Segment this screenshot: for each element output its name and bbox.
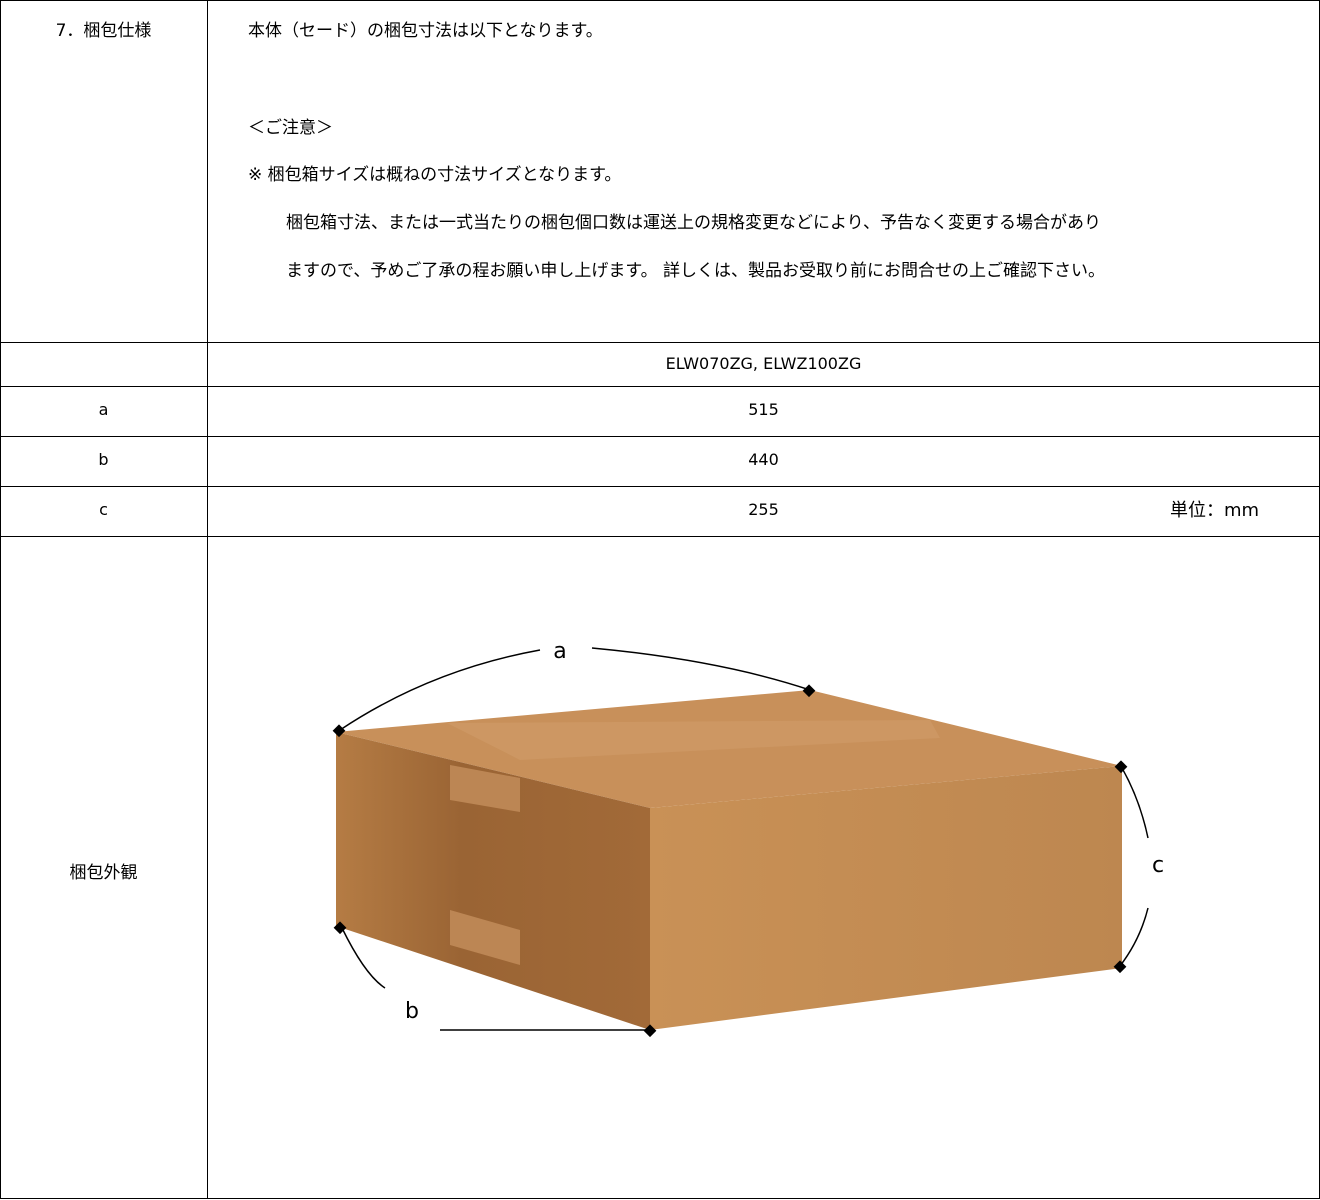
rule (0, 342, 1320, 343)
dim-key: b (98, 450, 109, 469)
dim-value: 440 (748, 450, 779, 469)
rule (0, 386, 1320, 387)
model-header: ELW070ZG, ELWZ100ZG (665, 354, 862, 373)
dim-label: c (1152, 853, 1164, 878)
dim-label: a (553, 639, 566, 664)
dim-key: a (98, 400, 109, 419)
dim-value: 515 (748, 400, 779, 419)
text-line: ますので、予めご了承の程お願い申し上げます。 詳しくは、製品お受取り前にお問合せ… (286, 261, 1106, 281)
dim-key: c (99, 500, 108, 519)
text-line: ※ 梱包箱サイズは概ねの寸法サイズとなります。 (248, 165, 622, 185)
text-line: 本体（セード）の梱包寸法は以下となります。 (248, 21, 603, 41)
unit: 単位：mm (1170, 500, 1260, 521)
dim-label: b (405, 999, 419, 1024)
rule (207, 0, 208, 1199)
appearance-label: 梱包外観 (69, 863, 138, 883)
section-label: 7．梱包仕様 (55, 21, 152, 41)
rule (0, 0, 1, 1199)
text-line: ＜ご注意＞ (248, 118, 333, 138)
dim-value: 255 (748, 500, 779, 519)
rule (0, 1198, 1320, 1199)
rule (0, 436, 1320, 437)
rule (0, 486, 1320, 487)
rule (0, 0, 1320, 1)
rule (0, 536, 1320, 537)
text-line: 梱包箱寸法、または一式当たりの梱包個口数は運送上の規格変更などにより、予告なく変… (286, 213, 1101, 233)
